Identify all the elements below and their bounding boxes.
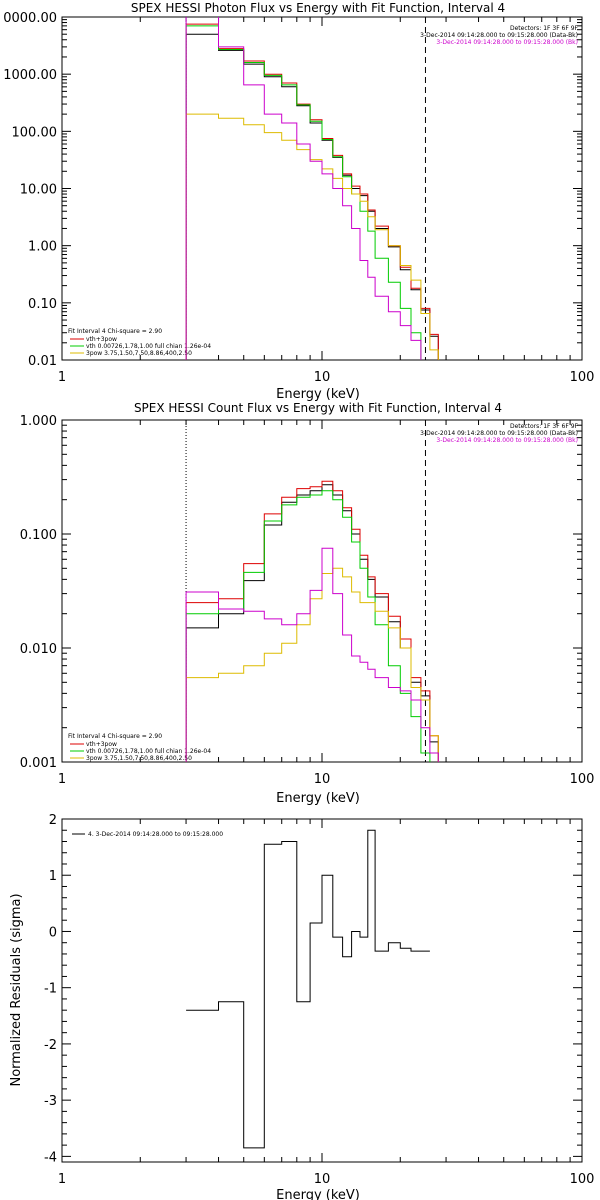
fit-legend-entry: vth+3pow <box>86 336 117 343</box>
y-tick-label: 0.01 <box>28 354 57 369</box>
series-line <box>185 113 439 360</box>
legend-header-line: 3-Dec-2014 09:14:28.000 to 09:15:28.000 … <box>420 430 578 437</box>
plot-area <box>185 420 439 762</box>
x-tick-label: 10 <box>314 772 331 787</box>
fit-legend-header: Fit Interval 4 Chi-square = 2.90 <box>68 328 162 335</box>
y-tick-label: 1 <box>49 869 57 884</box>
y-tick-label: 0.001 <box>20 756 57 771</box>
fit-legend-entry: vth 0.00726,1.78,1.00 full chian 1.26e-0… <box>86 748 211 755</box>
y-tick-label: -2 <box>44 1038 57 1053</box>
series-line <box>185 17 422 360</box>
x-tick-label: 100 <box>570 1172 595 1187</box>
x-tick-label: 10 <box>314 370 331 385</box>
plot-area <box>186 829 430 1149</box>
y-tick-label: 0.10 <box>28 297 57 312</box>
y-tick-label: -3 <box>44 1094 57 1109</box>
photon-flux-chart: SPEX HESSI Photon Flux vs Energy with Fi… <box>3 1 594 402</box>
y-tick-label: 0 <box>49 925 57 940</box>
x-axis-label: Energy (keV) <box>276 387 360 402</box>
legend-header-line: Detectors: 1F 3F 6F 9F <box>510 423 579 430</box>
chart-title: SPEX HESSI Count Flux vs Energy with Fit… <box>134 401 502 415</box>
y-tick-label: 0000.00 <box>3 11 57 26</box>
series-line <box>186 829 430 1149</box>
x-tick-label: 100 <box>570 772 595 787</box>
chart-title: SPEX HESSI Photon Flux vs Energy with Fi… <box>131 1 505 15</box>
legend-header-line: 3-Dec-2014 09:14:28.000 to 09:15:28.000 … <box>420 32 578 39</box>
count-flux-chart: SPEX HESSI Count Flux vs Energy with Fit… <box>20 401 595 806</box>
x-tick-label: 1 <box>58 1172 66 1187</box>
fit-legend-entry: vth+3pow <box>86 741 117 748</box>
plot-frame <box>61 16 583 361</box>
x-axis-label: Energy (keV) <box>276 791 360 806</box>
y-tick-label: 100.00 <box>12 125 58 140</box>
x-tick-label: 1 <box>58 370 66 385</box>
fit-legend-entry: 3pow 3.75,1.50,7.50,8.86,400,2.50 <box>86 755 192 762</box>
legend-header-line: 3-Dec-2014 09:14:28.000 to 09:15:28.000 … <box>436 437 578 444</box>
legend-header-line: Detectors: 1F 3F 6F 9F <box>510 25 579 32</box>
series-line <box>185 480 439 762</box>
y-axis-label: Normalized Residuals (sigma) <box>9 893 24 1086</box>
series-line <box>185 547 439 762</box>
legend-entry: 4. 3-Dec-2014 09:14:28.000 to 09:15:28.0… <box>88 831 223 838</box>
series-line <box>185 567 439 762</box>
y-tick-label: 1000.00 <box>3 68 57 83</box>
fit-legend-entry: vth 0.00726,1.78,1.00 full chian 1.26e-0… <box>86 343 211 350</box>
y-tick-label: 1.000 <box>20 414 57 429</box>
plot-area <box>185 17 439 360</box>
y-tick-label: 2 <box>49 813 57 828</box>
x-tick-label: 1 <box>58 772 66 787</box>
series-line <box>185 25 422 360</box>
y-tick-label: 1.00 <box>28 240 57 255</box>
y-tick-label: -4 <box>44 1150 57 1165</box>
residuals-chart: Energy (keV) Normalized Residuals (sigma… <box>9 813 594 1200</box>
x-tick-label: 10 <box>314 1172 331 1187</box>
y-tick-label: -1 <box>44 982 57 997</box>
y-tick-label: 0.100 <box>20 528 57 543</box>
fit-legend-header: Fit Interval 4 Chi-square = 2.90 <box>68 733 162 740</box>
x-axis-label: Energy (keV) <box>276 1188 360 1200</box>
plot-frame <box>61 818 583 1163</box>
series-line <box>185 490 431 762</box>
legend-header-line: 3-Dec-2014 09:14:28.000 to 09:15:28.000 … <box>436 39 578 46</box>
x-tick-label: 100 <box>570 370 595 385</box>
y-tick-label: 10.00 <box>20 183 57 198</box>
fit-legend-entry: 3pow 3.75,1.50,7.50,8.86,400,2.50 <box>86 350 192 357</box>
y-tick-label: 0.010 <box>20 642 57 657</box>
